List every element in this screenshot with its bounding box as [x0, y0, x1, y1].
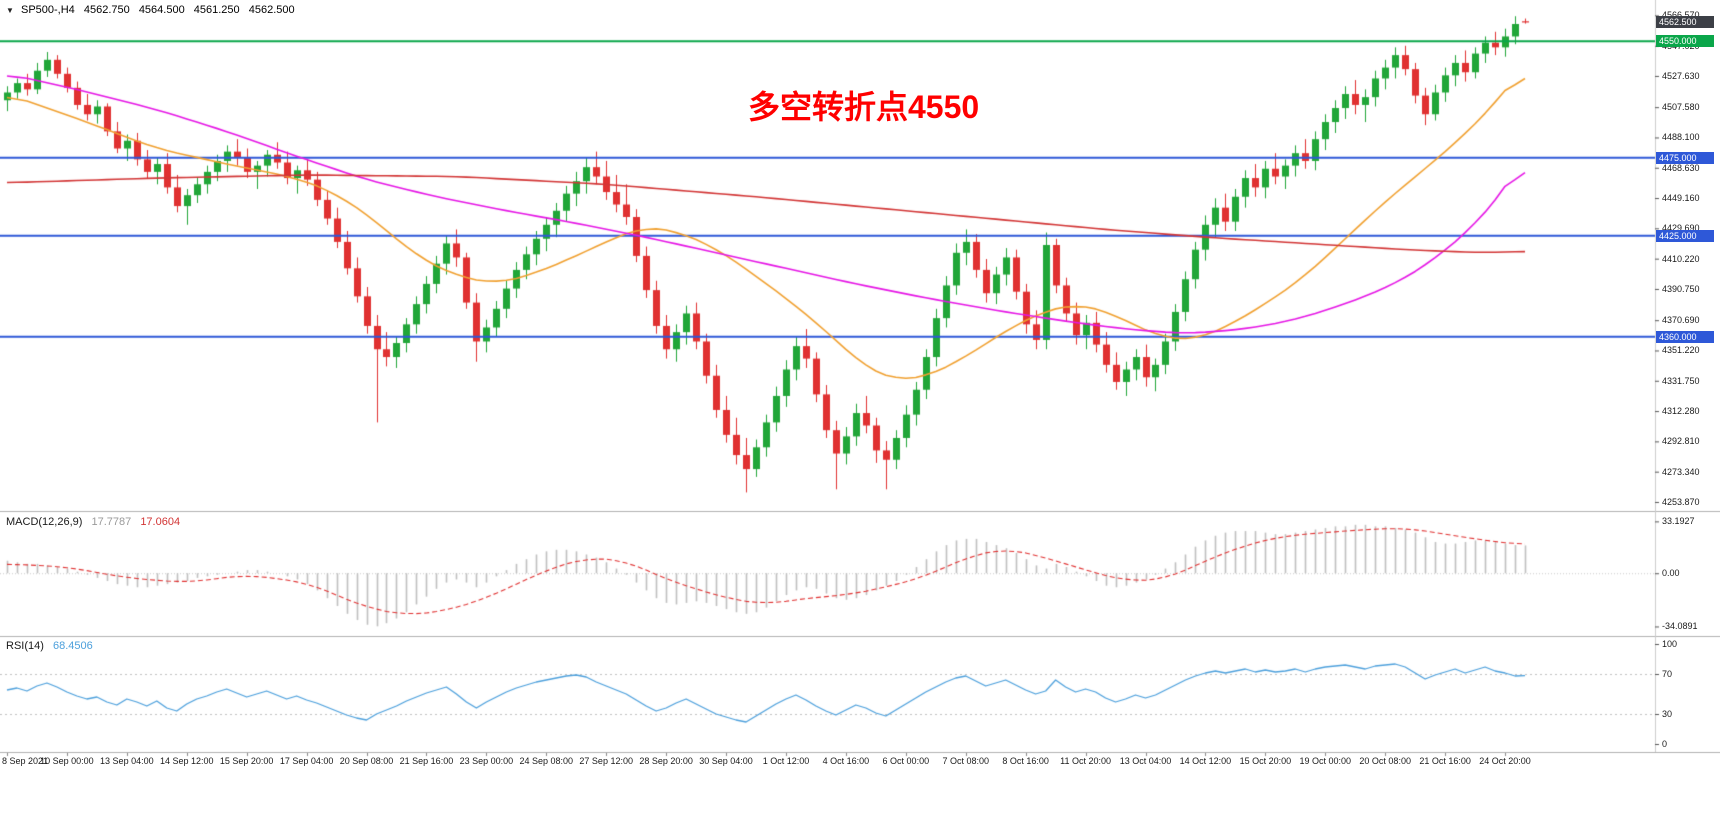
- time-label: 1 Oct 12:00: [762, 756, 810, 766]
- time-label: 21 Sep 16:00: [399, 756, 454, 766]
- time-label: 14 Sep 12:00: [159, 756, 214, 766]
- time-label: 13 Sep 04:00: [100, 756, 154, 766]
- time-label: 19 Oct 00:00: [1299, 756, 1352, 766]
- macd-indicator-header: MACD(12,26,9) 17.7787 17.0604: [6, 516, 180, 528]
- time-label: 11 Oct 20:00: [1060, 756, 1112, 766]
- time-label: 6 Oct 00:00: [882, 756, 930, 766]
- macd-signal-value: 17.0604: [140, 516, 181, 528]
- price-annotation-text[interactable]: 多空转折点4550: [748, 89, 980, 125]
- time-label: 27 Sep 12:00: [579, 756, 633, 766]
- time-label: 20 Oct 08:00: [1359, 756, 1411, 766]
- time-label: 4 Oct 16:00: [822, 756, 870, 766]
- time-label: 15 Oct 20:00: [1239, 756, 1292, 766]
- time-label: 15 Sep 20:00: [219, 756, 274, 766]
- time-label: 28 Sep 20:00: [639, 756, 693, 766]
- time-label: 20 Sep 08:00: [339, 756, 394, 766]
- time-label: 13 Oct 04:00: [1119, 756, 1172, 766]
- macd-main-value: 17.7787: [91, 516, 132, 528]
- macd-label: MACD(12,26,9): [6, 516, 83, 528]
- time-label: 14 Oct 12:00: [1179, 756, 1232, 766]
- rsi-indicator-header: RSI(14) 68.4506: [6, 640, 93, 652]
- symbol-ohlc-bar: ▼ SP500-,H4 4562.750 4564.500 4561.250 4…: [6, 4, 301, 16]
- time-label: 30 Sep 04:00: [699, 756, 753, 766]
- rsi-value: 68.4506: [52, 640, 93, 652]
- time-label: 21 Oct 16:00: [1419, 756, 1471, 766]
- time-label: 24 Oct 20:00: [1479, 756, 1531, 766]
- time-label: 23 Sep 00:00: [459, 756, 514, 766]
- time-label: 17 Sep 04:00: [279, 756, 334, 766]
- rsi-label: RSI(14): [6, 640, 44, 652]
- time-label: 24 Sep 08:00: [519, 756, 574, 766]
- time-label: 10 Sep 00:00: [40, 756, 94, 766]
- symbol-dropdown-icon[interactable]: ▼: [6, 6, 14, 15]
- ohlc-high: 4564.500: [138, 4, 185, 16]
- ohlc-low: 4561.250: [193, 4, 240, 16]
- ohlc-close: 4562.500: [248, 4, 295, 16]
- time-label: 8 Sep 2021: [2, 756, 49, 766]
- time-label: 8 Oct 16:00: [1002, 756, 1049, 766]
- time-axis[interactable]: 8 Sep 2021 10 Sep 00:00 13 Sep 04:00 14 Sep…: [0, 752, 1720, 776]
- ohlc-open: 4562.750: [83, 4, 130, 16]
- symbol-name: SP500-,H4: [20, 4, 75, 16]
- time-label: 7 Oct 08:00: [942, 756, 989, 766]
